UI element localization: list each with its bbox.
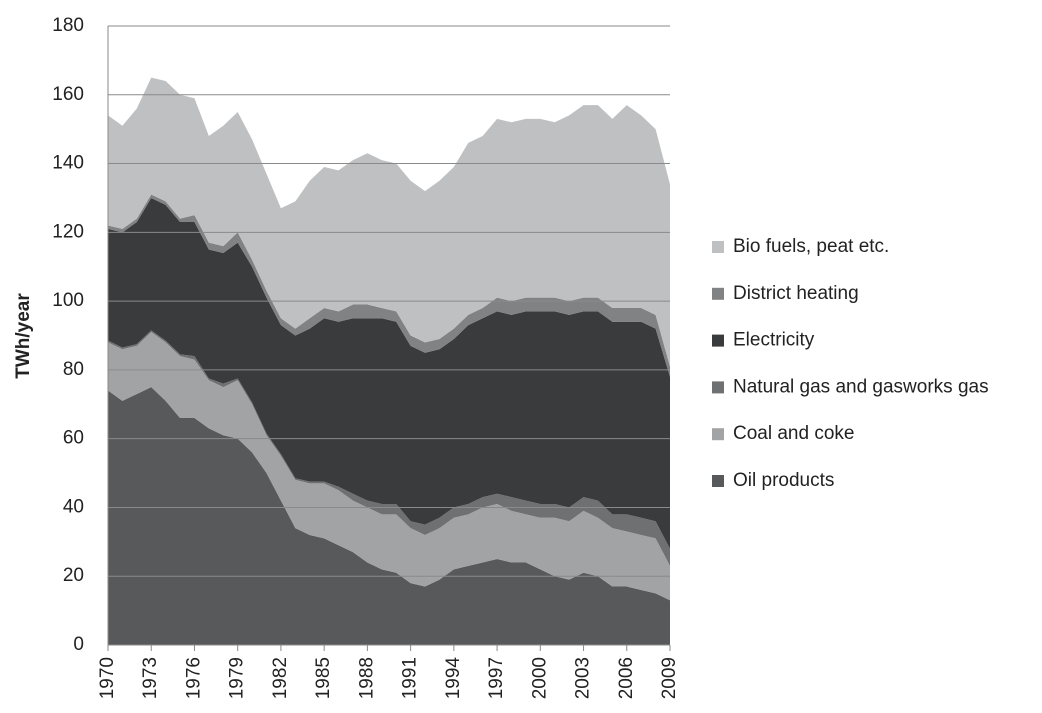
y-tick-label: 60 (63, 428, 84, 449)
x-tick-label: 2006 (616, 657, 637, 699)
x-tick-label: 1970 (97, 657, 118, 699)
x-tick-label: 1988 (356, 657, 377, 699)
y-tick-label: 80 (63, 359, 84, 380)
legend-label: District heating (733, 283, 859, 304)
legend-label: Oil products (733, 470, 834, 491)
y-tick-label: 180 (52, 15, 84, 36)
x-tick-label: 2000 (529, 657, 550, 699)
x-tick-label: 2009 (659, 657, 680, 699)
y-tick-label: 120 (52, 221, 84, 242)
legend-swatch (712, 381, 724, 394)
legend-label: Electricity (733, 330, 815, 351)
x-tick-label: 1994 (443, 657, 464, 700)
area (108, 197, 670, 549)
legend-swatch (712, 241, 724, 253)
legend-swatch (712, 475, 724, 487)
x-tick-label: 1976 (183, 657, 204, 699)
x-tick-label: 2003 (573, 657, 594, 699)
y-tick-label: 0 (73, 634, 84, 655)
y-tick-label: 100 (52, 290, 84, 311)
legend-swatch (712, 287, 724, 300)
legend-label: Natural gas and gasworks gas (733, 376, 989, 397)
area (108, 387, 670, 645)
legend-swatch (712, 334, 724, 347)
area (108, 332, 670, 601)
x-tick-label: 1979 (227, 657, 248, 699)
y-tick-label: 140 (52, 153, 84, 174)
y-tick-label: 40 (63, 496, 84, 517)
x-tick-label: 1973 (140, 657, 161, 699)
x-tick-label: 1982 (270, 657, 291, 699)
y-tick-label: 20 (63, 565, 84, 586)
x-tick-label: 1985 (313, 657, 334, 699)
x-tick-label: 1991 (400, 657, 421, 699)
y-axis-label: TWh/year (13, 293, 34, 379)
legend-label: Coal and coke (733, 423, 854, 444)
y-tick-label: 160 (52, 84, 84, 105)
area (108, 77, 670, 367)
x-tick-label: 1997 (486, 657, 507, 699)
legend-label: Bio fuels, peat etc. (733, 236, 889, 257)
legend-swatch (712, 428, 724, 441)
